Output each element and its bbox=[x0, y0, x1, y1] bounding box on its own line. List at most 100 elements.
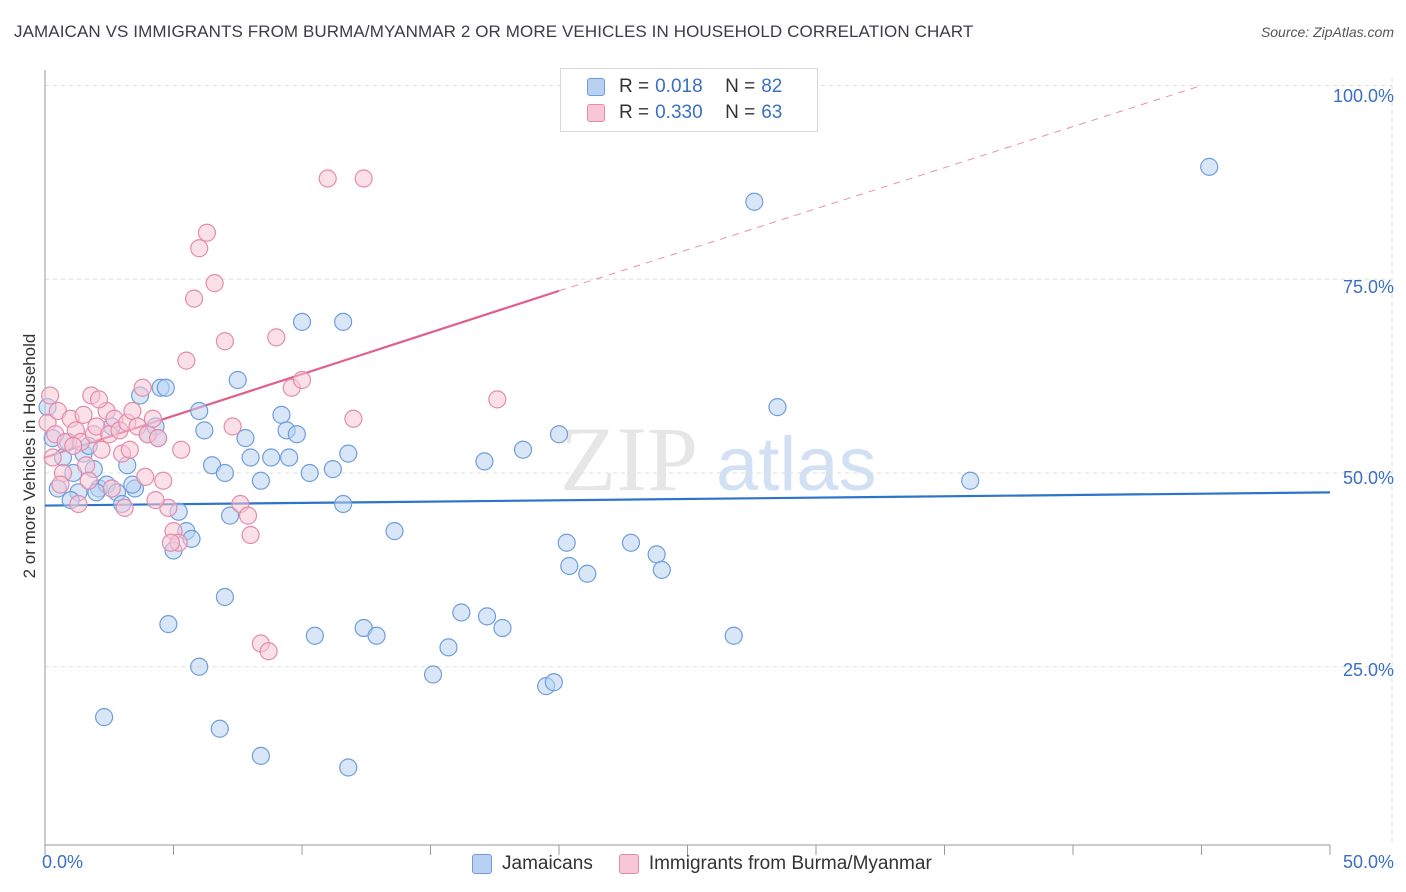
point-burma-54 bbox=[89, 390, 109, 409]
trend-line-0 bbox=[44, 491, 1331, 507]
point-jamaicans-55 bbox=[578, 564, 597, 583]
data-points bbox=[38, 157, 1219, 777]
point-jamaicans-69 bbox=[159, 615, 178, 634]
point-burma-46 bbox=[318, 169, 337, 188]
r-label: R = bbox=[619, 102, 650, 123]
point-jamaicans-46 bbox=[439, 638, 458, 657]
point-burma-45 bbox=[292, 370, 312, 390]
point-burma-57 bbox=[120, 440, 139, 459]
point-jamaicans-50 bbox=[513, 440, 533, 459]
point-burma-58 bbox=[136, 467, 155, 486]
point-burma-60 bbox=[161, 533, 181, 552]
point-jamaicans-39 bbox=[323, 460, 342, 479]
point-jamaicans-36 bbox=[272, 405, 291, 424]
point-burma-43 bbox=[267, 328, 286, 347]
point-jamaicans-26 bbox=[190, 401, 209, 421]
point-burma-51 bbox=[51, 475, 70, 494]
r-value-jamaicans: 0.018 bbox=[655, 76, 703, 97]
r-value-burma: 0.330 bbox=[655, 102, 703, 123]
point-burma-55 bbox=[102, 479, 121, 498]
legend-item-burma[interactable]: Immigrants from Burma/Myanmar bbox=[618, 853, 932, 875]
r-label: R = bbox=[619, 76, 650, 97]
point-burma-1 bbox=[43, 448, 62, 467]
n-value-jamaicans: 82 bbox=[761, 76, 783, 97]
point-jamaicans-77 bbox=[300, 463, 319, 483]
watermark-atlas: atlas bbox=[716, 422, 877, 507]
point-burma-47 bbox=[354, 169, 373, 188]
point-jamaicans-48 bbox=[475, 452, 494, 471]
point-jamaicans-35 bbox=[262, 448, 281, 467]
point-jamaicans-27 bbox=[195, 421, 214, 440]
point-jamaicans-49 bbox=[493, 618, 512, 638]
point-burma-48 bbox=[344, 409, 363, 428]
point-burma-37 bbox=[215, 332, 234, 351]
point-jamaicans-54 bbox=[557, 533, 576, 552]
gridlines bbox=[45, 78, 1393, 845]
point-burma-11 bbox=[79, 471, 98, 490]
point-burma-22 bbox=[123, 401, 142, 421]
point-jamaicans-56 bbox=[621, 533, 641, 552]
legend-swatch-blue bbox=[587, 78, 605, 96]
point-burma-40 bbox=[241, 525, 260, 545]
source-label: Source: ZipAtlas.com bbox=[1260, 24, 1394, 40]
point-burma-38 bbox=[223, 417, 242, 436]
point-jamaicans-63 bbox=[1200, 157, 1219, 176]
point-burma-49 bbox=[488, 390, 507, 409]
point-jamaicans-33 bbox=[241, 448, 260, 467]
point-burma-42 bbox=[259, 642, 278, 661]
n-label: N = bbox=[725, 76, 756, 97]
y-tick-label-50: 50.0% bbox=[1342, 468, 1394, 488]
point-burma-32 bbox=[177, 351, 196, 370]
point-jamaicans-66 bbox=[251, 746, 270, 765]
n-label: N = bbox=[725, 102, 756, 123]
point-burma-15 bbox=[92, 440, 111, 459]
point-burma-59 bbox=[146, 491, 165, 510]
point-burma-50 bbox=[41, 386, 60, 405]
point-burma-56 bbox=[115, 498, 134, 517]
legend-row-jamaicans: R = 0.018 N = 82 bbox=[587, 74, 782, 100]
x-tick-label-0: 0.0% bbox=[42, 852, 84, 872]
point-burma-10 bbox=[77, 456, 96, 475]
point-burma-36 bbox=[205, 274, 224, 293]
point-jamaicans-52 bbox=[544, 673, 563, 692]
point-jamaicans-30 bbox=[220, 506, 240, 525]
point-jamaicans-45 bbox=[423, 665, 443, 684]
point-jamaicans-32 bbox=[236, 429, 255, 448]
point-burma-35 bbox=[197, 223, 217, 242]
y-tick-label-25: 25.0% bbox=[1342, 660, 1394, 680]
point-jamaicans-72 bbox=[334, 312, 353, 331]
legend-swatch-pink bbox=[587, 104, 605, 122]
point-burma-27 bbox=[148, 429, 168, 448]
legend-label-burma: Immigrants from Burma/Myanmar bbox=[648, 853, 932, 874]
point-burma-61 bbox=[172, 440, 191, 459]
legend-swatch-pink bbox=[618, 854, 639, 874]
point-jamaicans-29 bbox=[215, 463, 234, 483]
legend-item-jamaicans[interactable]: Jamaicans bbox=[472, 853, 593, 875]
point-jamaicans-76 bbox=[280, 448, 299, 467]
watermark-zip: ZIP bbox=[560, 408, 698, 510]
point-burma-26 bbox=[143, 409, 163, 428]
point-jamaicans-61 bbox=[768, 398, 787, 417]
point-jamaicans-40 bbox=[334, 494, 353, 514]
point-jamaicans-59 bbox=[724, 626, 743, 645]
point-jamaicans-31 bbox=[228, 370, 247, 390]
series-legend: Jamaicans Immigrants from Burma/Myanmar bbox=[472, 852, 958, 876]
point-jamaicans-67 bbox=[339, 758, 358, 777]
point-jamaicans-47 bbox=[452, 603, 471, 622]
y-tick-label-100: 100.0% bbox=[1332, 86, 1394, 106]
point-jamaicans-38 bbox=[287, 425, 306, 444]
legend-swatch-blue bbox=[472, 854, 492, 874]
point-jamaicans-57 bbox=[647, 545, 666, 564]
legend-label-jamaicans: Jamaicans bbox=[502, 853, 593, 874]
point-jamaicans-21 bbox=[156, 378, 175, 397]
point-jamaicans-58 bbox=[652, 560, 671, 579]
point-jamaicans-34 bbox=[251, 471, 270, 490]
chart-title: JAMAICAN VS IMMIGRANTS FROM BURMA/MYANMA… bbox=[14, 22, 974, 41]
point-burma-28 bbox=[154, 471, 173, 490]
point-burma-34 bbox=[190, 239, 209, 258]
point-jamaicans-41 bbox=[339, 444, 358, 463]
point-burma-53 bbox=[69, 494, 88, 514]
legend-row-burma: R = 0.330 N = 63 bbox=[587, 100, 782, 126]
point-jamaicans-64 bbox=[95, 708, 114, 727]
